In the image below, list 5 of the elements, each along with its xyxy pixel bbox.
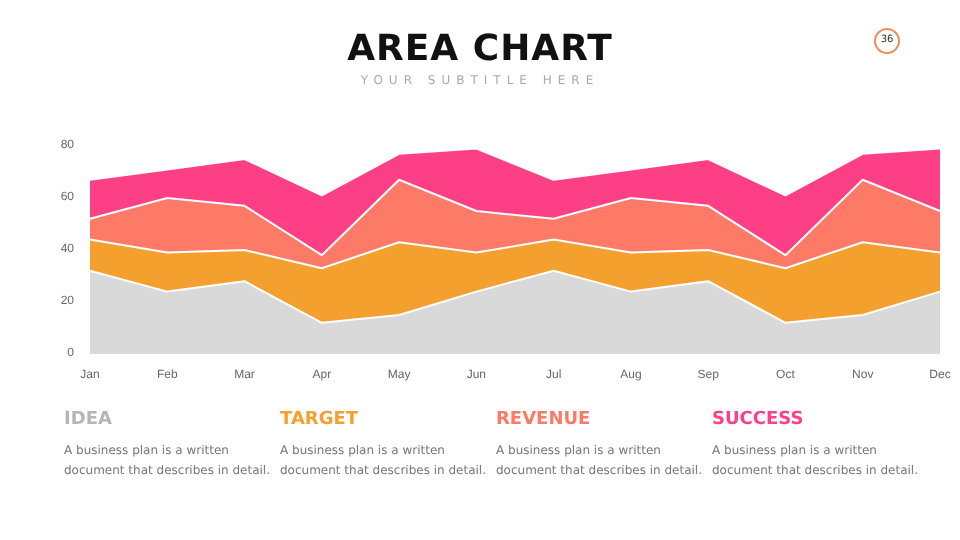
text: IDEA	[64, 410, 114, 430]
text: SUCCESS	[712, 410, 806, 430]
text: REVENUE	[496, 410, 593, 430]
text: TARGET	[280, 410, 361, 430]
chart-title: AREA CHART	[347, 28, 613, 70]
